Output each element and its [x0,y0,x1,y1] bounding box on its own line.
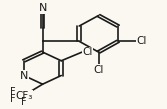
Text: F: F [10,94,16,104]
Text: F: F [10,87,16,97]
Text: Cl: Cl [137,36,147,46]
Text: CF₃: CF₃ [15,90,33,100]
Text: N: N [20,71,28,81]
Text: Cl: Cl [93,65,104,75]
Text: F: F [21,97,27,107]
Text: Cl: Cl [82,47,93,57]
Text: N: N [38,3,47,13]
